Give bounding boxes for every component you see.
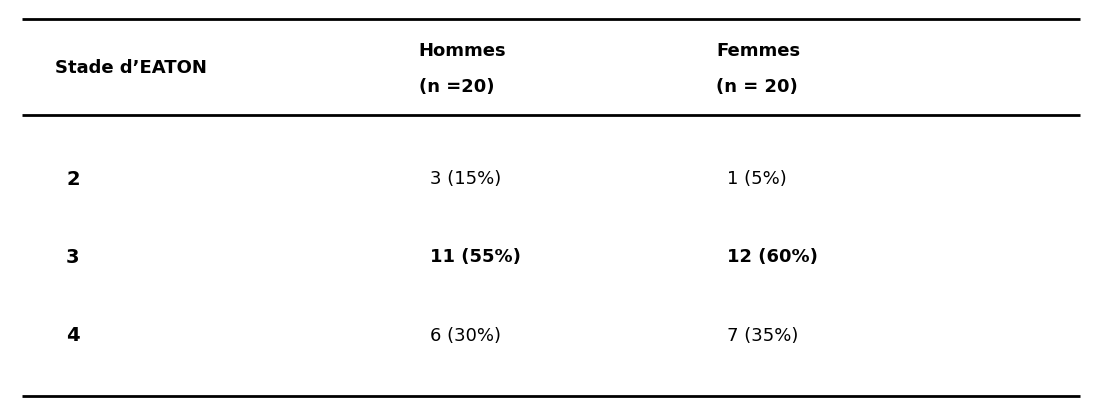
Text: 3 (15%): 3 (15%) bbox=[430, 170, 501, 188]
Text: 12 (60%): 12 (60%) bbox=[727, 248, 818, 267]
Text: 6 (30%): 6 (30%) bbox=[430, 327, 500, 345]
Text: 7 (35%): 7 (35%) bbox=[727, 327, 799, 345]
Text: Stade d’EATON: Stade d’EATON bbox=[55, 59, 207, 77]
Text: (n =20): (n =20) bbox=[419, 77, 495, 96]
Text: 11 (55%): 11 (55%) bbox=[430, 248, 520, 267]
Text: (n = 20): (n = 20) bbox=[716, 77, 798, 96]
Text: 3: 3 bbox=[66, 248, 79, 267]
Text: 1 (5%): 1 (5%) bbox=[727, 170, 787, 188]
Text: 2: 2 bbox=[66, 170, 79, 189]
Text: 4: 4 bbox=[66, 326, 79, 345]
Text: Hommes: Hommes bbox=[419, 42, 507, 61]
Text: Femmes: Femmes bbox=[716, 42, 800, 61]
